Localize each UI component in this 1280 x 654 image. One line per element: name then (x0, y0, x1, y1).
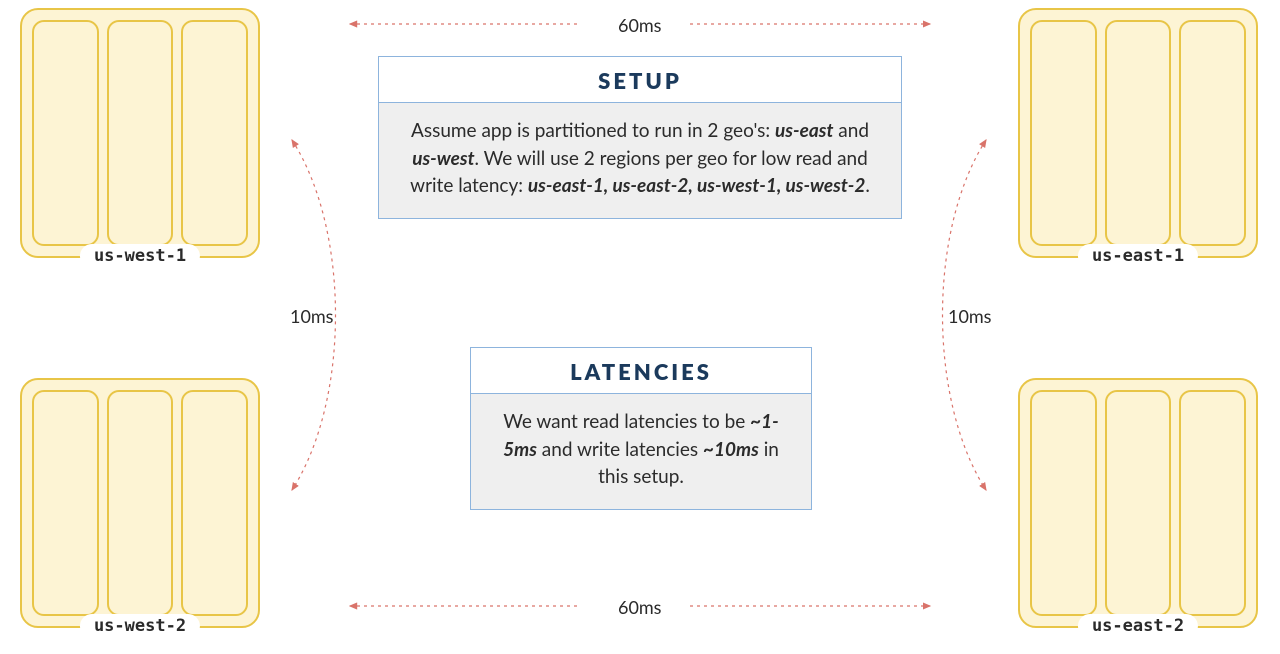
region-us-west-1: us-west-1 (20, 8, 260, 258)
region-slot (32, 390, 99, 616)
region-label: us-west-2 (80, 614, 200, 638)
region-us-east-1: us-east-1 (1018, 8, 1258, 258)
region-slot (1030, 20, 1097, 246)
latency-label-bottom: 60ms (618, 596, 661, 618)
latencies-card-title: LATENCIES (471, 348, 811, 394)
setup-card-title: SETUP (379, 57, 901, 103)
region-label: us-east-2 (1078, 614, 1198, 638)
region-slot (1105, 20, 1172, 246)
region-slot (1105, 390, 1172, 616)
region-label: us-west-1 (80, 244, 200, 268)
latency-label-right: 10ms (948, 305, 991, 327)
latency-label-top: 60ms (618, 14, 661, 36)
region-us-east-2: us-east-2 (1018, 378, 1258, 628)
region-slot (181, 20, 248, 246)
setup-card: SETUP Assume app is partitioned to run i… (378, 56, 902, 219)
latencies-card: LATENCIES We want read latencies to be ~… (470, 347, 812, 510)
region-label: us-east-1 (1078, 244, 1198, 268)
region-us-west-2: us-west-2 (20, 378, 260, 628)
region-slot (1179, 20, 1246, 246)
region-slot (107, 20, 174, 246)
latencies-card-body: We want read latencies to be ~1-5ms and … (471, 394, 811, 509)
region-slot (1179, 390, 1246, 616)
setup-card-body: Assume app is partitioned to run in 2 ge… (379, 103, 901, 218)
region-slot (181, 390, 248, 616)
region-slot (1030, 390, 1097, 616)
region-slot (32, 20, 99, 246)
region-slot (107, 390, 174, 616)
latency-label-left: 10ms (290, 305, 333, 327)
